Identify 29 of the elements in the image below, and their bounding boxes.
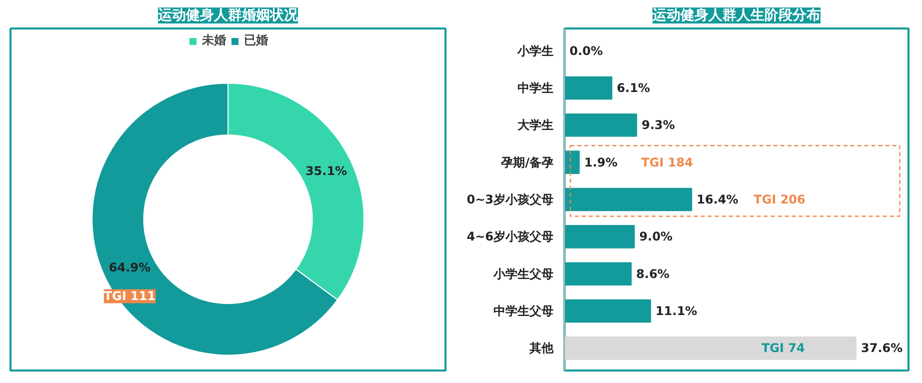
bar [564,336,857,360]
y-tick-label: 其他 [528,341,554,356]
data-label: 37.6% [861,341,903,356]
data-label: 6.1% [616,80,650,95]
data-label: 11.1% [656,304,698,318]
chart-title: 运动健身人群人生阶段分布 [652,8,820,24]
y-tick-label: 小学生 [516,44,554,58]
annotation: TGI 74 [761,341,805,356]
chart-title: 运动健身人群婚姻状况 [157,8,299,24]
y-tick-label: 0~3岁小孩父母 [466,192,554,206]
annotation: TGI 184 [641,155,693,170]
data-label: 16.4% [696,192,738,206]
data-label: 8.6% [636,266,670,281]
legend-label: 已婚 [244,32,268,49]
legend-label: 未婚 [202,32,226,49]
y-tick-label: 小学生父母 [492,266,554,281]
data-label: 0.0% [570,44,603,58]
text: TGI 111 [104,289,156,304]
y-tick-label: 中学生 [518,80,554,95]
y-tick-label: 孕期/备孕 [500,155,554,170]
y-tick-label: 4~6岁小孩父母 [466,230,554,244]
y-tick-label: 中学生父母 [494,304,554,318]
annotation: TGI 206 [754,192,806,206]
data-label: 1.9% [584,155,618,170]
data-label: 64.9% [108,260,151,274]
y-tick-label: 大学生 [518,118,554,132]
data-label: 35.1% [305,164,348,178]
data-label: 9.0% [639,230,673,244]
data-label: 9.3% [642,118,675,132]
